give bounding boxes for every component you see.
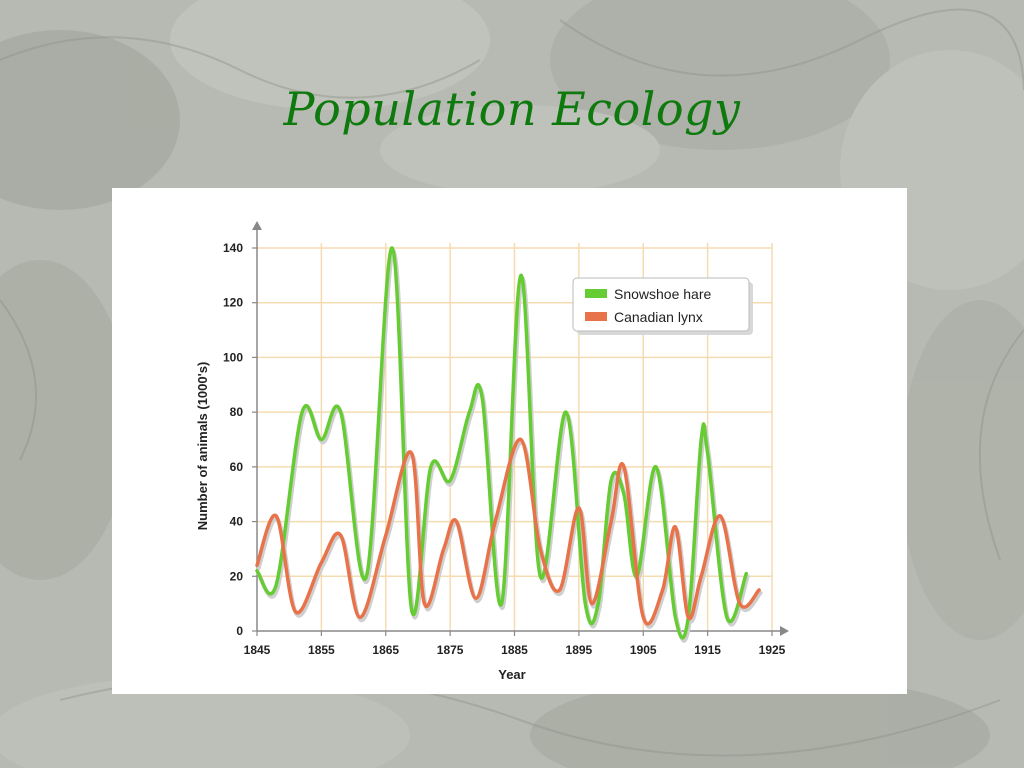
x-tick-label: 1925: [759, 643, 786, 657]
series-line-canadian-lynx: [255, 437, 761, 626]
x-axis-arrow: [780, 626, 789, 636]
y-tick-label: 60: [230, 460, 244, 474]
legend-swatch-lynx: [585, 312, 607, 321]
population-line-chart: 1845 1855 1865 1875 1885 1895 1905 1915 1925 0 20 4…: [195, 221, 789, 682]
chart-panel: 1845 1855 1865 1875 1885 1895 1905 1915 1925 0 20 4…: [112, 188, 907, 694]
y-tick-label: 100: [223, 350, 243, 364]
x-tick-label: 1885: [501, 643, 528, 657]
series-layer: [255, 246, 763, 643]
x-tick-label: 1905: [630, 643, 657, 657]
slide-title: Population Ecology: [283, 82, 741, 136]
legend-label-hare: Snowshoe hare: [614, 286, 712, 302]
x-tick-label: 1895: [566, 643, 593, 657]
series-line-snowshoe-hare: [255, 246, 749, 640]
y-tick-label: 120: [223, 296, 243, 310]
x-tick-label: 1865: [372, 643, 399, 657]
x-axis-label: Year: [498, 667, 525, 682]
ticks-layer: 1845 1855 1865 1875 1885 1895 1905 1915 1925 0 20 4…: [223, 241, 786, 657]
x-tick-label: 1875: [437, 643, 464, 657]
y-tick-label: 80: [230, 405, 244, 419]
legend-label-lynx: Canadian lynx: [614, 309, 703, 325]
y-tick-label: 40: [230, 515, 244, 529]
x-tick-label: 1915: [694, 643, 721, 657]
legend-swatch-hare: [585, 289, 607, 298]
y-axis-arrow: [252, 221, 262, 230]
x-tick-label: 1855: [308, 643, 335, 657]
legend-box: [572, 277, 750, 332]
y-tick-label: 20: [230, 569, 244, 583]
y-tick-label: 0: [236, 624, 243, 638]
y-tick-label: 140: [223, 241, 243, 255]
y-axis-label: Number of animals (1000's): [195, 362, 210, 531]
x-tick-label: 1845: [244, 643, 271, 657]
legend: Snowshoe hare Canadian lynx: [572, 277, 753, 335]
